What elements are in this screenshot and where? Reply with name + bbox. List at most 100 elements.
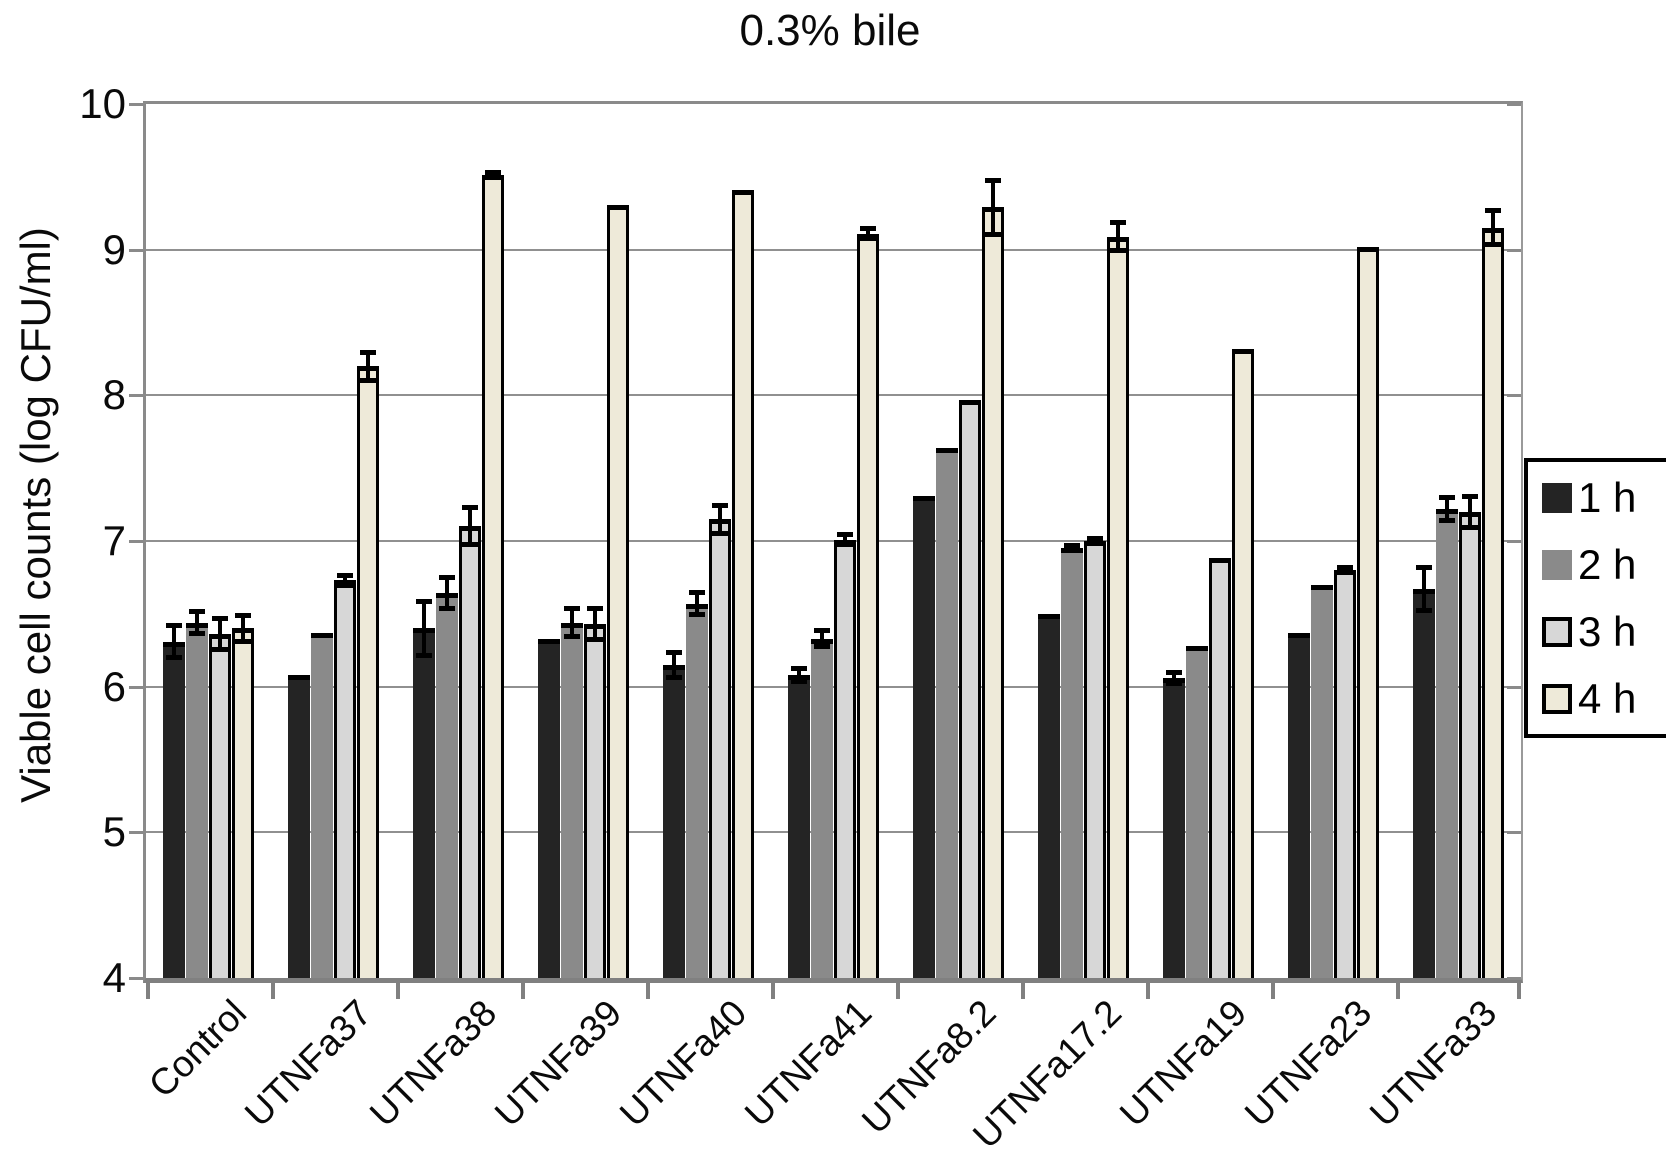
bar-UTNFa38-3h (459, 526, 481, 978)
y-tick-right-6 (1507, 685, 1521, 689)
error-cap-bottom (1064, 548, 1080, 554)
y-tick-label-8: 8 (102, 371, 126, 419)
error-cap-top (689, 589, 705, 595)
bar-UTNFa19-1h (1163, 677, 1185, 978)
bar-UTNFa33-1h (1413, 589, 1435, 978)
x-label-UTNFa38: UTNFa38 (361, 992, 504, 1135)
error-cap-bottom (837, 542, 853, 548)
bar-UTNFa8.2-4h (982, 207, 1004, 978)
error-bar-UTNFa17.2-4h (1116, 221, 1120, 252)
bar-UTNFa33-3h (1459, 511, 1481, 978)
bar-UTNFa41-1h (788, 675, 810, 978)
legend-entry-1h: 1 h (1542, 474, 1666, 522)
bar-UTNFa37-3h (334, 580, 356, 978)
error-cap-top (462, 505, 478, 511)
x-boundary-tick-8 (1146, 983, 1150, 999)
bar-UTNFa38-2h (436, 593, 458, 978)
error-cap-top (439, 575, 455, 581)
error-cap-bottom (189, 631, 205, 637)
y-tick-left-4 (129, 977, 143, 980)
error-cap-top (1485, 208, 1501, 214)
bar-UTNFa40-3h (709, 519, 731, 978)
error-cap-bottom (416, 653, 432, 659)
error-bar-UTNFa38-2h (445, 577, 449, 610)
x-label-UTNFa33: UTNFa33 (1361, 992, 1504, 1135)
bar-Control-3h (209, 634, 231, 978)
error-cap-bottom (587, 637, 603, 643)
legend-label-3h: 3 h (1578, 607, 1637, 655)
error-cap-top (189, 608, 205, 614)
error-cap-bottom (666, 674, 682, 680)
y-tick-label-4: 4 (102, 954, 126, 1001)
error-bar-UTNFa37-3h (343, 574, 347, 587)
error-cap-top (235, 613, 251, 619)
legend-entry-4h: 4 h (1542, 675, 1666, 723)
y-tick-left-8 (129, 394, 143, 398)
error-bar-Control-4h (241, 615, 245, 642)
error-cap-bottom (1439, 517, 1455, 523)
y-tick-label-6: 6 (102, 662, 126, 710)
y-tick-label-9: 9 (102, 225, 126, 273)
legend-label-2h: 2 h (1578, 540, 1637, 588)
error-cap-bottom (462, 542, 478, 548)
error-cap-bottom (985, 232, 1001, 238)
bar-UTNFa37-1h (288, 675, 310, 978)
y-tick-right-5 (1507, 831, 1521, 835)
gridline-7 (146, 540, 1521, 542)
error-cap-top (337, 572, 353, 578)
error-cap-bottom (166, 654, 182, 660)
y-axis-label: Viable cell counts (log CFU/ml) (12, 227, 59, 803)
error-cap-top (1110, 219, 1126, 225)
x-label-UTNFa40: UTNFa40 (611, 992, 754, 1135)
x-boundary-tick-9 (1271, 983, 1275, 999)
bar-UTNFa40-1h (663, 664, 685, 978)
y-tick-left-9 (129, 248, 143, 252)
error-cap-bottom (212, 647, 228, 653)
legend-swatch-2h (1542, 549, 1572, 580)
bar-UTNFa40-2h (686, 603, 708, 978)
bar-UTNFa40-4h (732, 189, 754, 978)
bar-UTNFa39-4h (607, 204, 629, 978)
error-cap-top (1064, 543, 1080, 549)
x-label-Control: Control (140, 992, 254, 1106)
error-cap-bottom (564, 634, 580, 640)
y-tick-label-10: 10 (79, 80, 126, 127)
y-tick-left-6 (129, 685, 143, 689)
bar-UTNFa41-3h (834, 539, 856, 978)
error-cap-bottom (1485, 242, 1501, 248)
x-label-UTNFa37: UTNFa37 (236, 992, 379, 1135)
error-bar-UTNFa40-1h (672, 651, 676, 678)
error-bar-UTNFa41-3h (843, 533, 847, 546)
bar-UTNFa23-4h (1357, 246, 1379, 978)
error-bar-UTNFa33-1h (1422, 567, 1426, 611)
x-boundary-tick-3 (521, 983, 525, 999)
x-boundary-tick-6 (896, 983, 900, 999)
y-tick-right-10 (1507, 103, 1521, 106)
bar-UTNFa23-1h (1288, 632, 1310, 978)
error-cap-bottom (1462, 524, 1478, 530)
error-cap-bottom (360, 377, 376, 383)
error-cap-top (212, 616, 228, 622)
error-cap-top (1337, 565, 1353, 571)
x-boundary-tick-1 (271, 983, 275, 999)
error-cap-top (1439, 495, 1455, 501)
y-tick-right-4 (1507, 977, 1521, 980)
error-cap-top (1416, 565, 1432, 571)
error-bar-UTNFa41-2h (820, 629, 824, 648)
error-cap-bottom (1110, 248, 1126, 254)
legend-swatch-1h (1542, 482, 1572, 513)
x-boundary-tick-0 (146, 983, 150, 999)
error-cap-top (166, 623, 182, 629)
bar-UTNFa39-3h (584, 624, 606, 978)
y-tick-left-7 (129, 540, 143, 543)
y-tick-right-8 (1507, 394, 1521, 398)
chart-title: 0.3% bile (739, 6, 921, 55)
bar-UTNFa17.2-3h (1084, 541, 1106, 978)
error-bar-UTNFa40-3h (718, 504, 722, 534)
gridline-9 (146, 248, 1521, 251)
error-bar-UTNFa37-4h (366, 351, 370, 381)
error-cap-top (791, 665, 807, 671)
x-boundary-tick-2 (396, 983, 400, 999)
error-bar-UTNFa39-2h (570, 608, 574, 638)
legend-entry-3h: 3 h (1542, 608, 1666, 656)
